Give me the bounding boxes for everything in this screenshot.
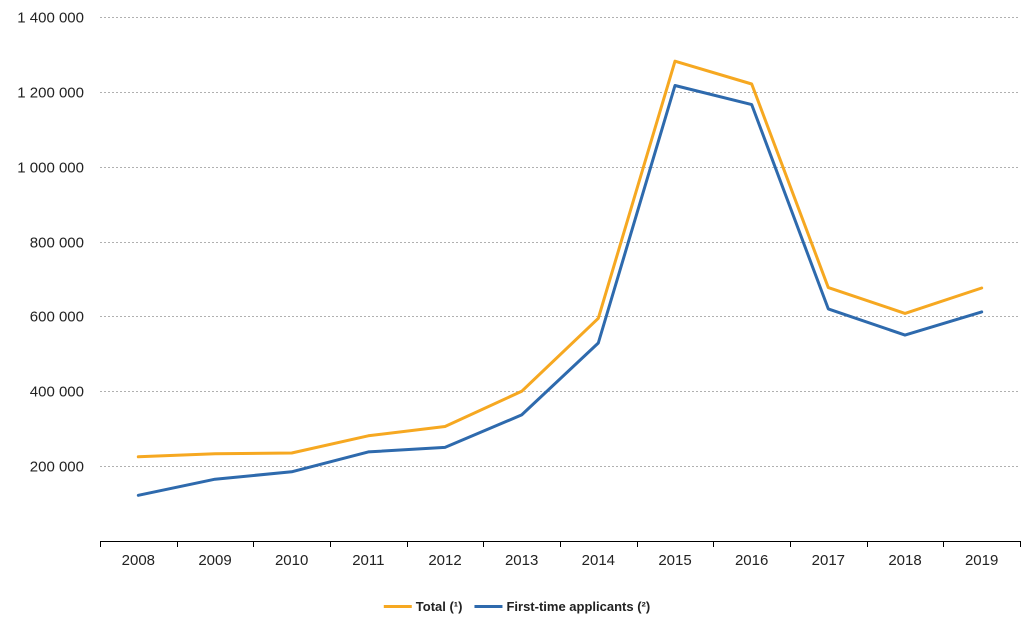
series-line-first-time-applicants bbox=[136, 84, 984, 497]
x-tick-label: 2015 bbox=[658, 552, 691, 569]
x-tick-label: 2014 bbox=[582, 552, 615, 569]
y-tick-label: 200 000 bbox=[30, 459, 84, 476]
x-tick-label: 2017 bbox=[812, 552, 845, 569]
x-tick-label: 2018 bbox=[888, 552, 921, 569]
x-tick-label: 2008 bbox=[122, 552, 155, 569]
y-tick-label: 600 000 bbox=[30, 309, 84, 326]
y-tick-label: 400 000 bbox=[30, 384, 84, 401]
x-tick-label: 2019 bbox=[965, 552, 998, 569]
y-axis: 200 000 400 000 600 000 800 000 1 000 000 1 2… bbox=[17, 10, 84, 476]
y-tick-label: 1 000 000 bbox=[17, 160, 84, 177]
gridlines bbox=[100, 17, 1020, 467]
x-tick-label: 2013 bbox=[505, 552, 538, 569]
legend-label: Total (¹) bbox=[416, 599, 463, 614]
x-tick-label: 2016 bbox=[735, 552, 768, 569]
legend: Total (¹) First-time applicants (²) bbox=[383, 599, 650, 614]
x-axis: 2008 2009 2010 2011 2012 2013 2014 2015 2016 2017… bbox=[100, 541, 1021, 569]
x-tick-label: 2009 bbox=[198, 552, 231, 569]
x-tick-label: 2012 bbox=[428, 552, 461, 569]
legend-label: First-time applicants (²) bbox=[506, 599, 650, 614]
x-tick-label: 2011 bbox=[352, 552, 384, 569]
y-tick-label: 1 200 000 bbox=[17, 85, 84, 102]
x-tick-label: 2010 bbox=[275, 552, 308, 569]
y-tick-label: 800 000 bbox=[30, 235, 84, 252]
y-tick-label: 1 400 000 bbox=[17, 10, 84, 27]
series-line-total bbox=[136, 59, 984, 459]
series-lines bbox=[136, 59, 984, 497]
